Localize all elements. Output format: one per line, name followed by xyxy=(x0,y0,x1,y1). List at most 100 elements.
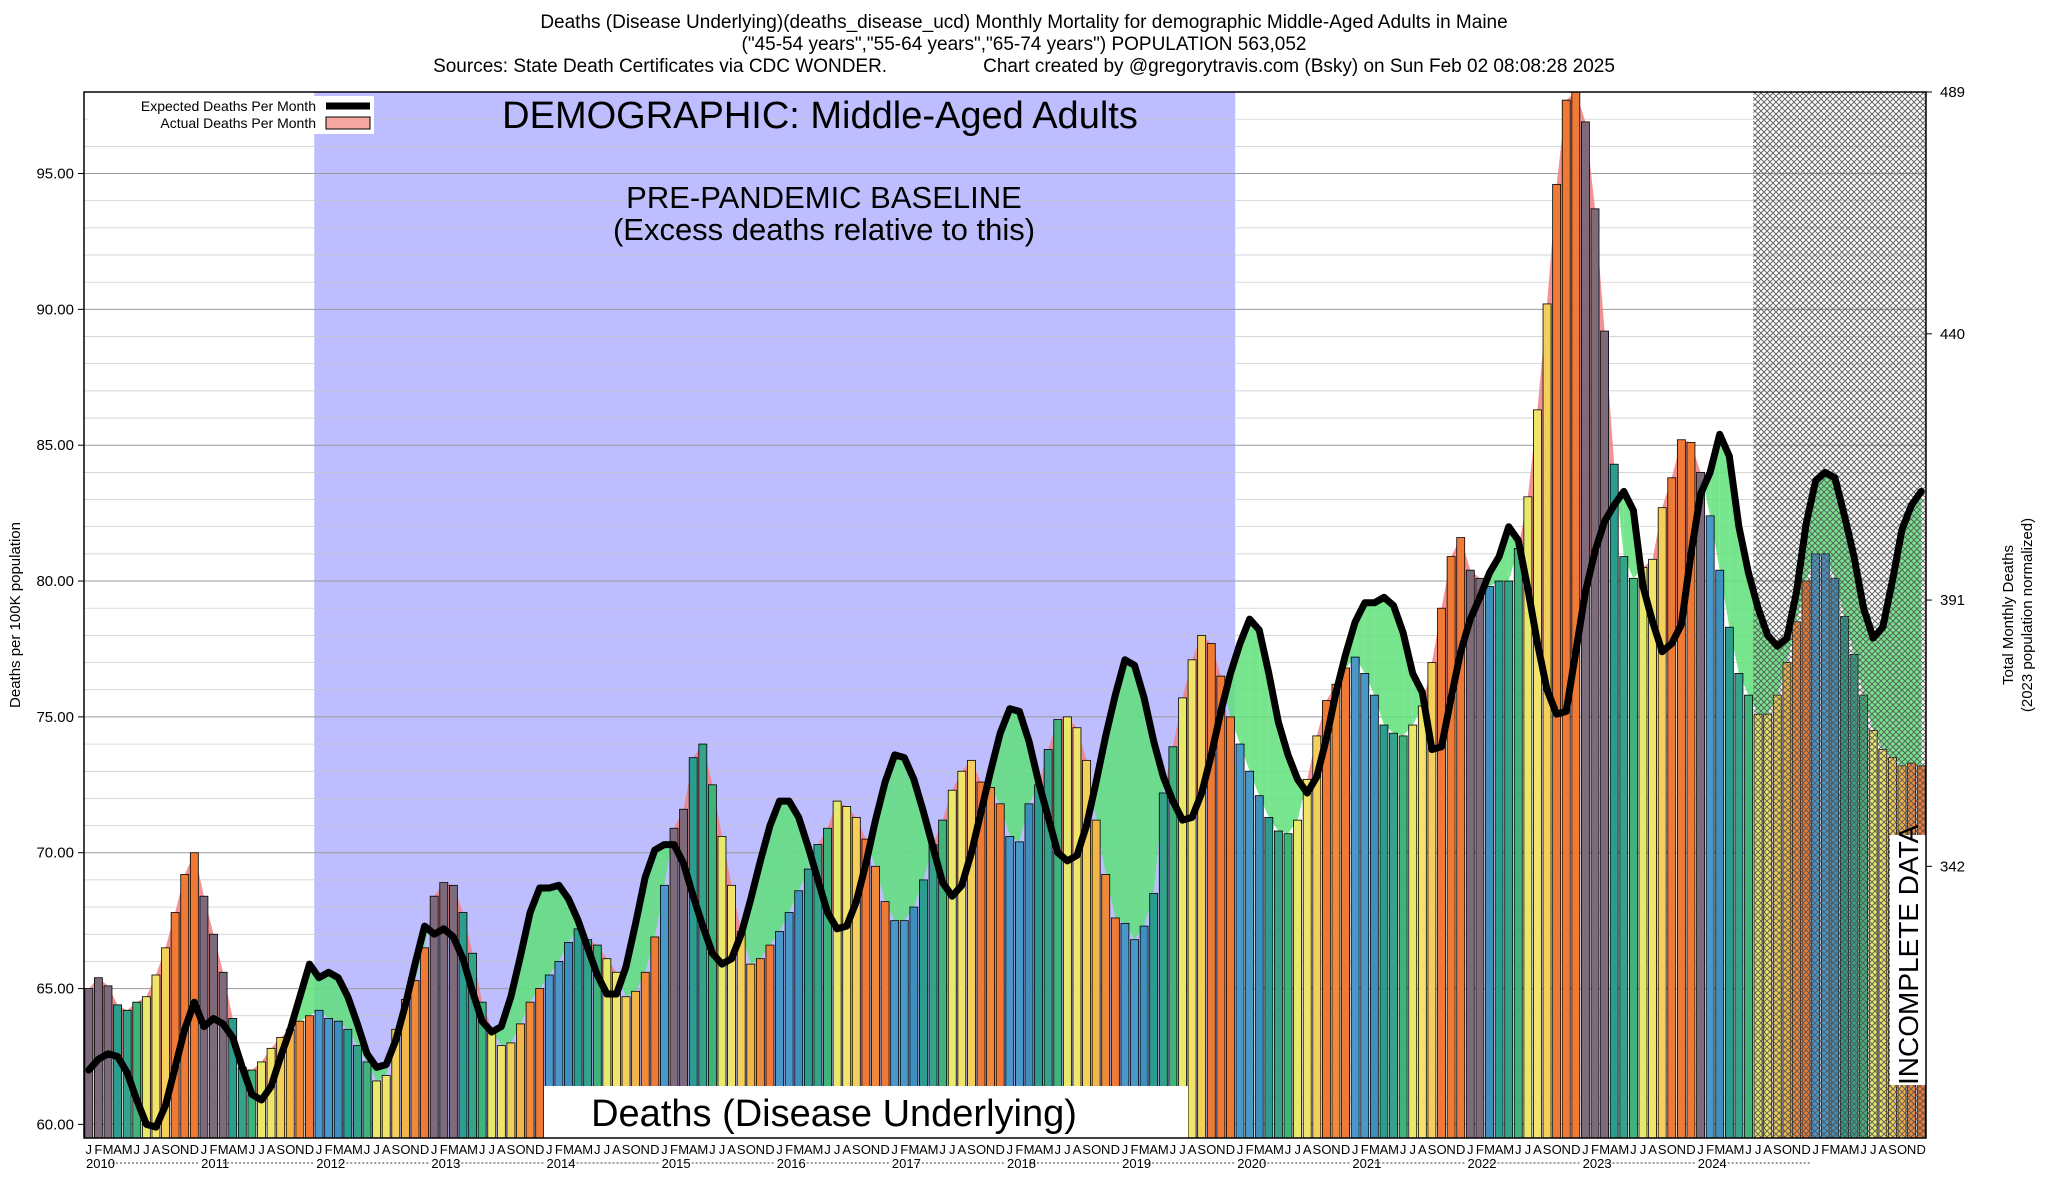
x-year-label: 2015 xyxy=(662,1156,691,1171)
x-month-label: F xyxy=(1591,1142,1599,1157)
y-axis-title-left: Deaths per 100K population xyxy=(7,522,24,708)
x-month-label: O xyxy=(1091,1142,1101,1157)
x-month-label: S xyxy=(1773,1142,1782,1157)
x-month-label: J xyxy=(1179,1142,1186,1157)
x-month-label: N xyxy=(1101,1142,1110,1157)
actual-deaths-bar xyxy=(688,757,698,1138)
x-month-label: A xyxy=(574,1142,583,1157)
actual-deaths-bar xyxy=(1648,558,1657,1138)
x-month-label: M xyxy=(563,1142,574,1157)
x-month-label: A xyxy=(1188,1142,1197,1157)
x-month-label: M xyxy=(1829,1142,1840,1157)
x-month-label: J xyxy=(949,1142,956,1157)
x-month-label: N xyxy=(756,1142,765,1157)
actual-deaths-bar xyxy=(1082,759,1091,1138)
actual-deaths-bar xyxy=(1062,716,1072,1138)
x-month-label: J xyxy=(1122,1142,1129,1157)
x-month-label: A xyxy=(1264,1142,1273,1157)
actual-deaths-bar xyxy=(1216,675,1226,1138)
y-right-tick-label: 440 xyxy=(1940,326,1965,343)
actual-deaths-bar xyxy=(899,920,909,1138)
x-month-label: A xyxy=(1073,1142,1082,1157)
excess-area xyxy=(904,757,914,921)
x-month-label: S xyxy=(507,1142,516,1157)
excess-area xyxy=(1364,602,1375,696)
actual-deaths-bar xyxy=(141,996,151,1138)
actual-deaths-bar xyxy=(1715,569,1725,1138)
legend-swatch-actual xyxy=(325,116,371,130)
x-month-label: A xyxy=(228,1142,237,1157)
x-month-label: N xyxy=(1792,1142,1801,1157)
actual-deaths-bar xyxy=(986,787,996,1138)
excess-area xyxy=(789,801,799,913)
x-month-label: M xyxy=(793,1142,804,1157)
excess-area xyxy=(1144,697,1154,927)
x-month-label: S xyxy=(1658,1142,1667,1157)
x-year-label: 2024 xyxy=(1698,1156,1727,1171)
actual-deaths-bar xyxy=(1485,586,1494,1138)
x-month-label: A xyxy=(1878,1142,1887,1157)
x-month-label: O xyxy=(976,1142,986,1157)
actual-deaths-bar xyxy=(1254,795,1264,1138)
actual-deaths-bar xyxy=(276,1037,286,1138)
x-month-label: A xyxy=(152,1142,161,1157)
excess-area xyxy=(328,972,339,1022)
actual-deaths-bar xyxy=(1178,697,1187,1138)
x-month-label: A xyxy=(343,1142,352,1157)
x-month-label: J xyxy=(661,1142,668,1157)
x-month-label: A xyxy=(459,1142,468,1157)
x-month-label: F xyxy=(555,1142,563,1157)
x-month-label: N xyxy=(295,1142,304,1157)
actual-deaths-bar xyxy=(995,803,1005,1138)
x-month-label: O xyxy=(515,1142,525,1157)
excess-area xyxy=(1617,491,1624,557)
x-month-label: A xyxy=(113,1142,122,1157)
actual-deaths-bar xyxy=(113,1004,122,1138)
x-month-label: O xyxy=(1782,1142,1792,1157)
actual-deaths-bar xyxy=(353,1045,362,1138)
actual-deaths-bar xyxy=(1331,683,1341,1138)
x-year-label: 2013 xyxy=(431,1156,460,1171)
x-month-label: J xyxy=(1007,1142,1014,1157)
x-month-label: D xyxy=(1917,1142,1926,1157)
x-month-label: S xyxy=(967,1142,976,1157)
actual-deaths-bar xyxy=(448,884,458,1138)
x-month-label: A xyxy=(267,1142,276,1157)
actual-deaths-bar xyxy=(1293,819,1303,1138)
excess-area xyxy=(894,754,905,921)
actual-deaths-bar xyxy=(1350,656,1360,1138)
x-month-label: M xyxy=(1254,1142,1265,1157)
y-tick-label: 90.00 xyxy=(36,301,74,318)
actual-deaths-bar xyxy=(1504,580,1514,1138)
actual-deaths-bar xyxy=(803,868,813,1138)
actual-deaths-bar xyxy=(660,884,669,1138)
actual-deaths-bar xyxy=(602,958,612,1138)
x-month-label: O xyxy=(1552,1142,1562,1157)
actual-deaths-bar xyxy=(189,852,199,1138)
y-tick-label: 65.00 xyxy=(36,981,74,998)
actual-deaths-bar xyxy=(180,874,190,1138)
x-month-label: M xyxy=(467,1142,478,1157)
x-month-label: M xyxy=(813,1142,824,1157)
x-month-label: F xyxy=(1015,1142,1023,1157)
actual-deaths-bar xyxy=(976,781,986,1138)
x-month-label: S xyxy=(161,1142,170,1157)
excess-area xyxy=(1115,659,1125,924)
x-month-label: J xyxy=(1755,1142,1762,1157)
x-month-label: O xyxy=(746,1142,756,1157)
actual-deaths-bar xyxy=(1226,716,1235,1138)
x-month-label: O xyxy=(285,1142,295,1157)
x-month-label: A xyxy=(1380,1142,1389,1157)
excess-area xyxy=(1374,597,1384,726)
x-month-label: J xyxy=(1409,1142,1416,1157)
actual-deaths-bar xyxy=(746,963,756,1138)
demographic-label: DEMOGRAPHIC: Middle-Aged Adults xyxy=(502,95,1138,137)
x-month-label: J xyxy=(1170,1142,1177,1157)
actual-deaths-bar xyxy=(1091,819,1101,1138)
actual-deaths-bar xyxy=(439,882,449,1138)
x-year-label: 2012 xyxy=(316,1156,345,1171)
x-month-label: M xyxy=(1714,1142,1725,1157)
actual-deaths-bar xyxy=(1561,99,1571,1138)
excess-area xyxy=(319,972,329,1019)
actual-deaths-bar xyxy=(967,759,976,1138)
